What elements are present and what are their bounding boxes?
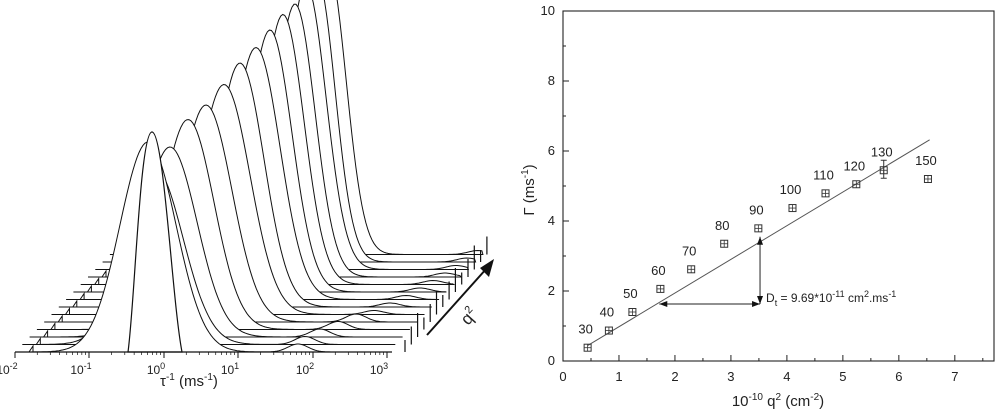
x-label-prefix: 10 [732, 393, 749, 410]
depth-arrow-head [480, 259, 494, 277]
y-tick-label: 10 [541, 3, 555, 18]
data-label: 70 [682, 243, 696, 258]
data-label: 40 [600, 305, 614, 320]
x-tick-label: 0 [559, 369, 566, 384]
y-tick-label: 2 [548, 283, 555, 298]
x-axis-label: 10-10 q2 (cm-2) [732, 392, 824, 410]
waterfall-x-axis-label: τ-1 (ms-1) [160, 372, 218, 390]
tau-symbol: τ [160, 373, 166, 390]
x-tick-label: 7 [951, 369, 958, 384]
plot-frame [562, 10, 995, 362]
x-tick-label: 3 [727, 369, 734, 384]
y-tick-label: 6 [548, 143, 555, 158]
tau-unit-sup: -1 [204, 372, 213, 383]
x-tick-label: 6 [895, 369, 902, 384]
y-tick-label: 4 [548, 213, 555, 228]
waterfall-x-tick-label: 102 [296, 361, 314, 377]
x-tick-label: 4 [783, 369, 790, 384]
tau-close: ) [213, 373, 218, 390]
tau-sup: -1 [166, 372, 175, 383]
y-label-main: Γ (ms [521, 178, 538, 215]
tau-unit: (ms [175, 373, 204, 390]
data-label: 90 [749, 202, 763, 217]
data-label: 100 [780, 182, 802, 197]
data-label: 50 [623, 286, 637, 301]
x-label-unit-sup: -2 [810, 392, 819, 403]
x-label-unit: (cm [781, 393, 810, 410]
waterfall-x-tick-label: 103 [370, 361, 388, 377]
data-label: 110 [813, 167, 834, 182]
y-tick-label: 8 [548, 73, 555, 88]
annotation-v-arrowhead [757, 295, 764, 304]
x-label-prefix-sup: -10 [749, 392, 764, 403]
diffusion-coefficient-label: Dt = 9.69*10-11 cm2.ms-1 [766, 289, 896, 308]
depth-arrow-line [426, 267, 488, 336]
annotation-h-arrowhead [752, 300, 761, 307]
depth-axis-label: q2 [456, 304, 481, 329]
data-label: 150 [915, 153, 937, 168]
front-peak [127, 131, 183, 353]
annotation-v-arrowhead [757, 236, 764, 245]
waterfall-x-tick-label: 100 [147, 361, 165, 377]
x-tick-label: 5 [839, 369, 846, 384]
x-tick-label: 1 [615, 369, 622, 384]
data-label: 120 [843, 158, 865, 173]
x-label-main-sup: 2 [776, 392, 782, 403]
waterfall-x-tick-label: 101 [221, 361, 239, 377]
x-label-main: q [763, 393, 776, 410]
y-label-sup: -1 [520, 169, 531, 178]
y-label-close: ) [521, 164, 538, 169]
x-tick-label: 2 [671, 369, 678, 384]
x-label-close: ) [819, 393, 824, 410]
data-label: 130 [871, 144, 893, 159]
data-points: 30 40 50 60 70 80 90 100 110 120 130 150 [578, 144, 937, 352]
y-tick-label: 0 [548, 353, 555, 368]
data-label: 30 [578, 322, 592, 337]
waterfall-plot [15, 0, 488, 353]
y-axis-label: Γ (ms-1) [520, 164, 538, 215]
waterfall-x-ticks: 10-2 10-1 100 101 102 103 [0, 352, 388, 377]
waterfall-x-tick-label: 10-1 [70, 361, 91, 377]
data-label: 60 [651, 263, 665, 278]
waterfall-x-tick-label: 10-2 [0, 361, 18, 377]
data-label: 80 [715, 218, 729, 233]
annotation-h-arrowhead [659, 300, 668, 307]
diffusion-annotation: Dt = 9.69*10-11 cm2.ms-1 [659, 236, 896, 308]
